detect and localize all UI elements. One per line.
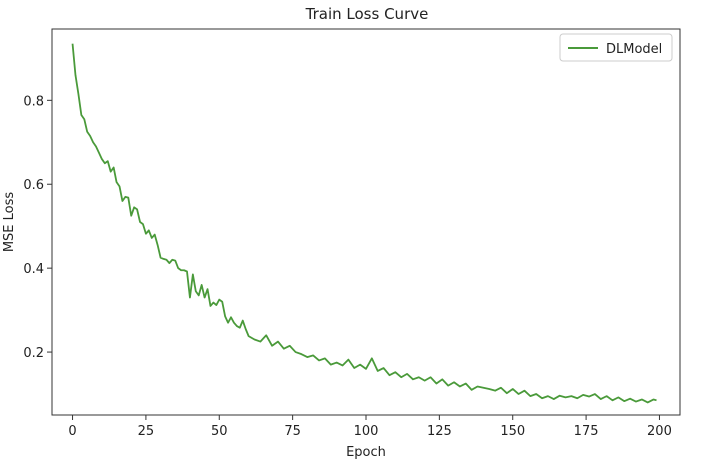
series-line-dlmodel — [71, 43, 657, 404]
x-tick-label: 75 — [284, 424, 301, 439]
x-axis: 0 25 50 75 100 125 150 175 200 — [68, 415, 672, 439]
legend-box — [559, 33, 673, 62]
x-tick-label: 125 — [427, 424, 452, 439]
chart-title: Train Loss Curve — [305, 5, 429, 23]
legend: DLModel — [559, 33, 673, 62]
legend-label: DLModel — [606, 42, 662, 57]
y-axis: 0.2 0.4 0.6 0.8 — [23, 94, 52, 361]
x-tick-label: 200 — [647, 424, 672, 439]
y-tick-label: 0.4 — [23, 262, 44, 277]
x-tick-label: 50 — [211, 424, 228, 439]
x-tick-label: 100 — [354, 424, 379, 439]
x-tick-label: 0 — [68, 424, 76, 439]
plot-area — [71, 43, 657, 404]
x-tick-label: 25 — [138, 424, 155, 439]
y-axis-label: MSE Loss — [2, 192, 17, 253]
x-axis-label: Epoch — [346, 445, 386, 460]
plot-frame — [51, 28, 681, 416]
y-tick-label: 0.2 — [23, 346, 44, 361]
x-tick-label: 150 — [500, 424, 525, 439]
x-tick-label: 175 — [574, 424, 599, 439]
y-tick-label: 0.8 — [23, 94, 44, 109]
y-tick-label: 0.6 — [23, 178, 44, 193]
